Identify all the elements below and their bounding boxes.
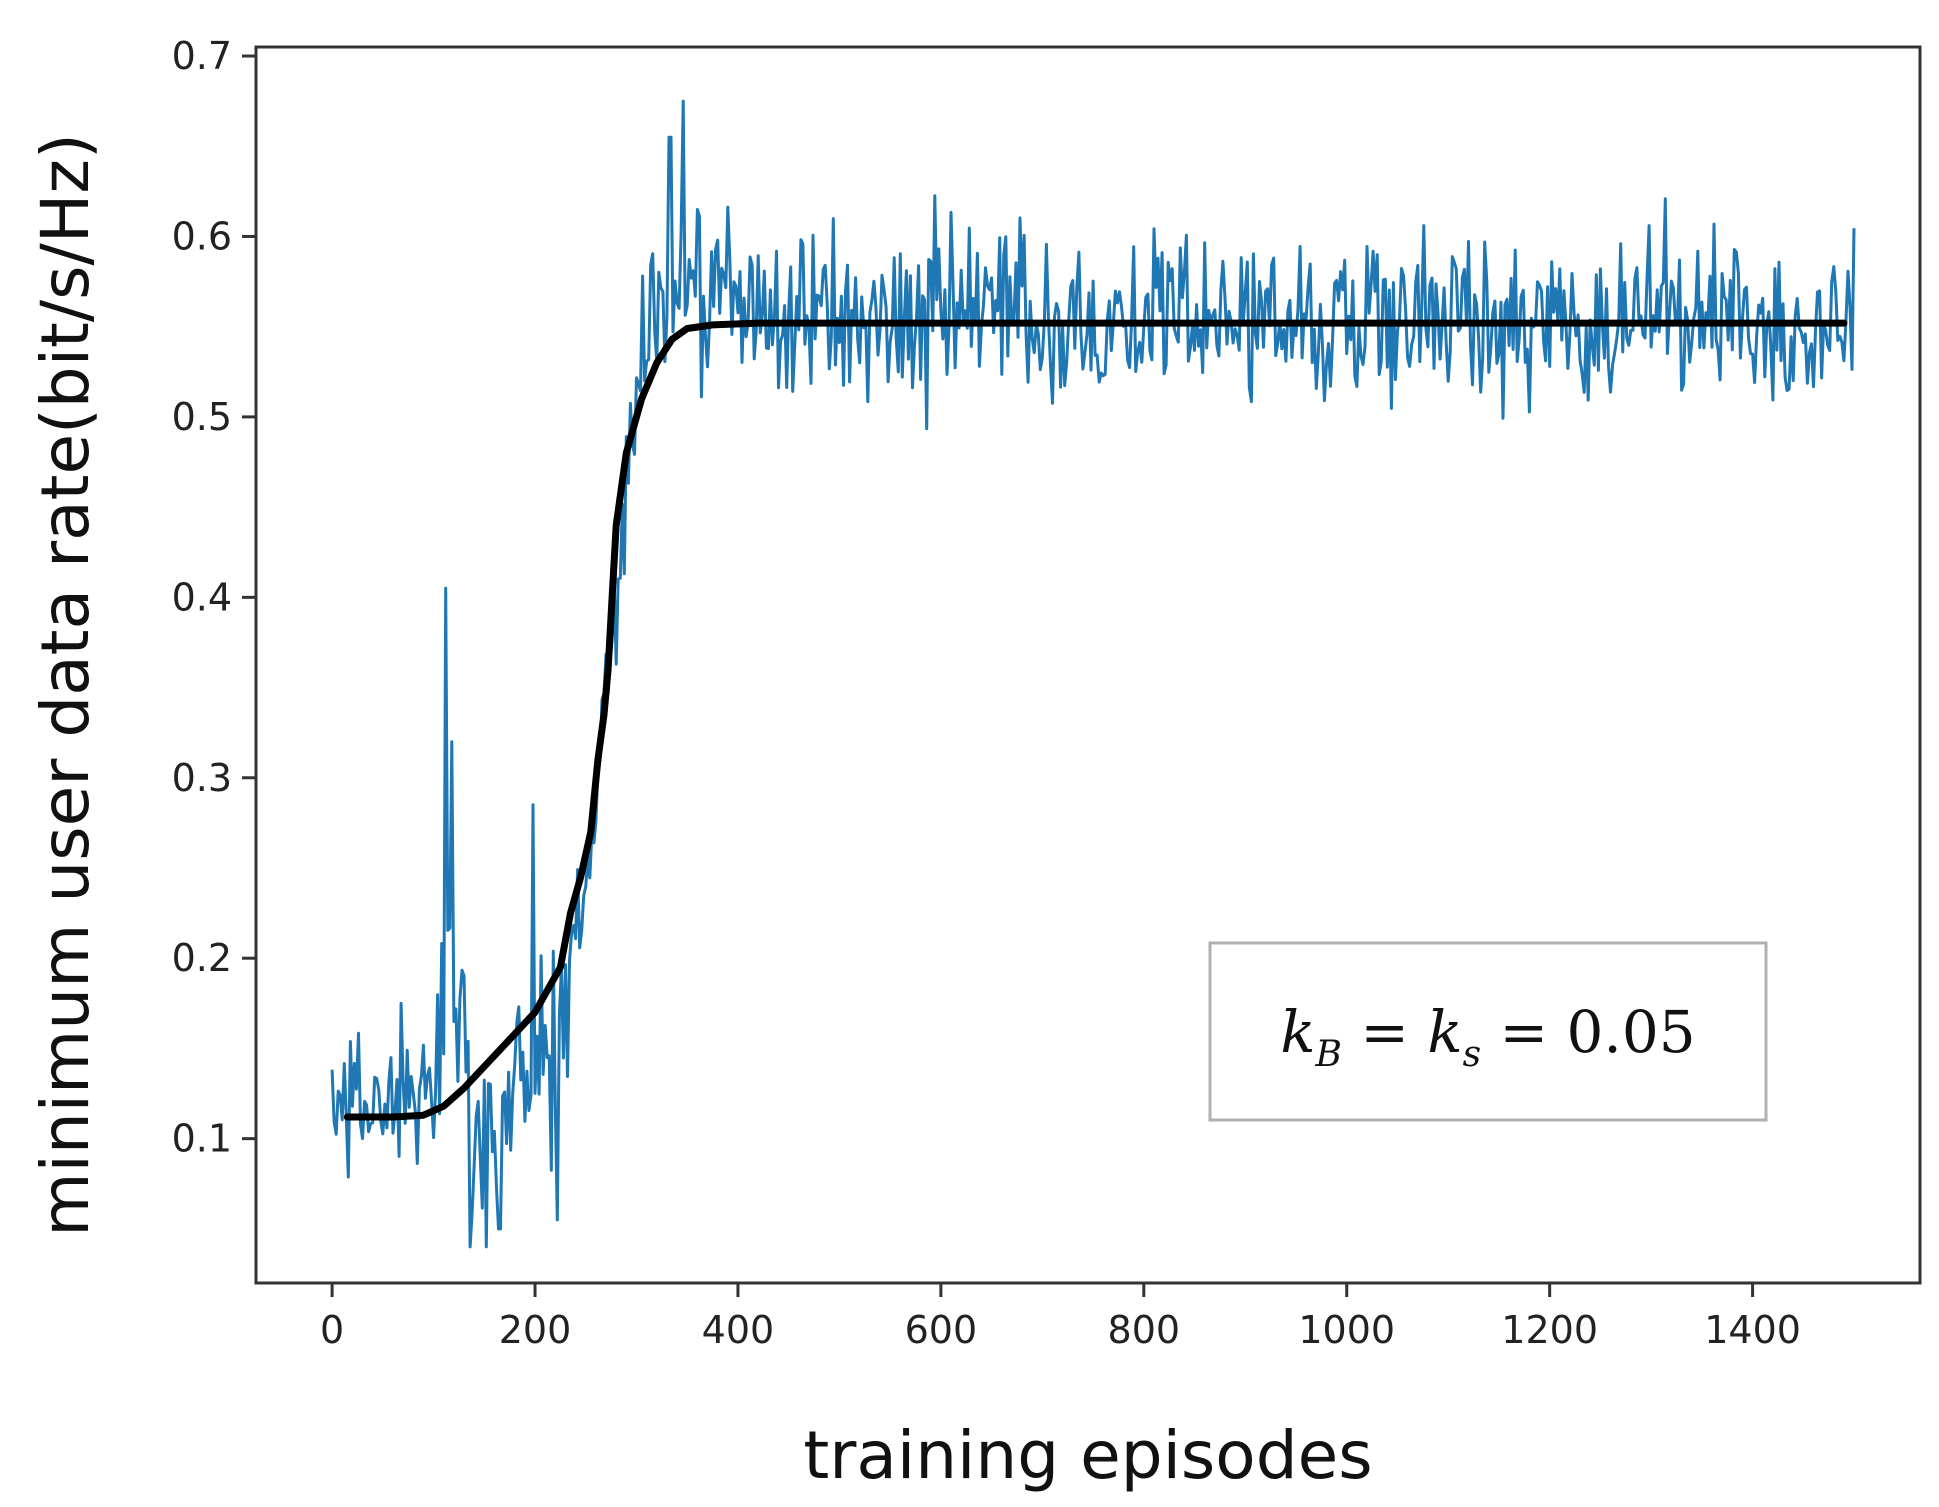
x-axis: 0 200 400 600 800 1000 1200 1400 [320, 1283, 1801, 1352]
y-tick-label: 0.3 [172, 756, 232, 800]
raw-data-line [330, 99, 1856, 1249]
legend-frame [1208, 941, 1768, 1122]
legend-text-part: = [1342, 998, 1427, 1066]
y-axis-title: minimum user data rate(bit/s/Hz) [27, 133, 104, 1237]
smoothed-curve-line [343, 319, 1848, 1121]
smoothed-curve-series [343, 319, 1848, 1121]
legend-text-part: B [1314, 1034, 1341, 1075]
plot-frame [254, 45, 1922, 1285]
y-tick-label: 0.4 [172, 575, 232, 619]
y-tick-label: 0.2 [172, 936, 232, 980]
x-tick-label: 600 [905, 1308, 978, 1352]
legend-text-part: k [1427, 998, 1462, 1066]
legend-text-part: k [1280, 998, 1315, 1066]
x-tick-label: 400 [702, 1308, 775, 1352]
x-tick-label: 0 [320, 1308, 344, 1352]
legend-text-part: s [1463, 1034, 1481, 1075]
x-axis-title: training episodes [803, 1417, 1372, 1494]
legend-box: kB = ks = 0.05 [1208, 941, 1768, 1122]
legend-text-part: = 0.05 [1481, 998, 1696, 1066]
x-tick-label: 1000 [1298, 1308, 1395, 1352]
y-tick-label: 0.1 [172, 1117, 232, 1161]
x-tick-label: 800 [1108, 1308, 1181, 1352]
y-axis: 0.1 0.2 0.3 0.4 0.5 0.6 0.7 [172, 34, 256, 1161]
y-tick-label: 0.7 [172, 34, 232, 78]
legend-annotation: kB = ks = 0.05 [1280, 998, 1695, 1075]
x-tick-label: 1200 [1501, 1308, 1598, 1352]
x-tick-label: 1400 [1704, 1308, 1801, 1352]
y-tick-label: 0.5 [172, 395, 232, 439]
raw-data-series [330, 99, 1856, 1249]
x-tick-label: 200 [499, 1308, 572, 1352]
y-tick-label: 0.6 [172, 214, 232, 258]
